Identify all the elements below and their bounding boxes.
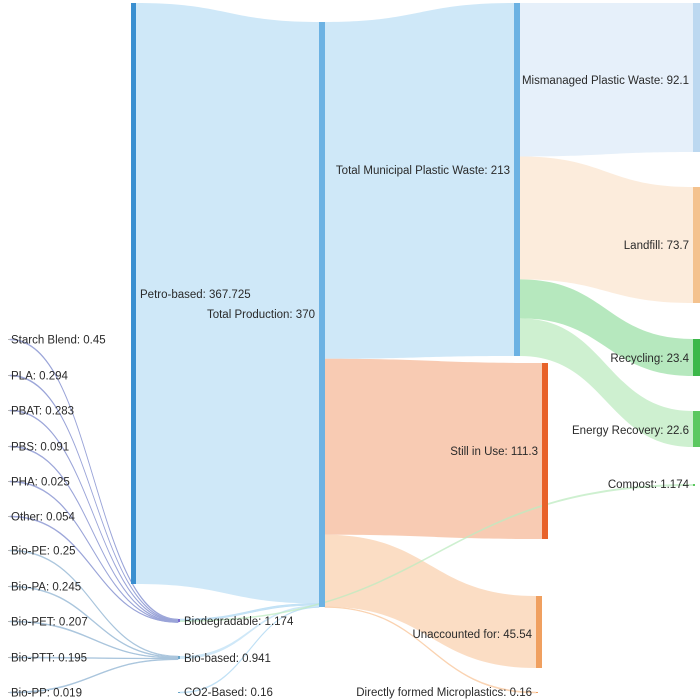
node-bar-biodegradable [178,619,180,622]
node-label-starch_blend: Starch Blend: 0.45 [11,335,106,347]
nodes-layer [8,3,700,693]
node-label-biodegradable: Biodegradable: 1.174 [184,616,294,628]
node-bar-compost [693,484,695,486]
link-total_production-to-still_in_use [325,358,542,539]
node-label-pla: PLA: 0.294 [11,371,69,383]
node-bar-bio_pet [8,621,10,622]
node-label-co2: CO2-Based: 0.16 [184,687,273,699]
node-label-total_production: Total Production: 370 [207,309,315,321]
link-municipal-to-energy_recovery [520,318,693,447]
links-layer [9,3,693,694]
node-bar-petro [131,3,136,584]
node-label-landfill: Landfill: 73.7 [624,240,689,252]
node-bar-biobased [178,656,180,659]
node-label-unaccounted: Unaccounted for: 45.54 [412,629,532,641]
labels-layer: Starch Blend: 0.45 PLA: 0.294 PBAT: 0.283 P… [11,75,690,700]
link-biodegradable-to-compost [180,484,693,622]
node-label-other: Other: 0.054 [11,512,76,524]
node-bar-municipal [514,3,520,356]
node-bar-other [8,516,10,517]
node-label-bio_pet: Bio-PET: 0.207 [11,617,88,629]
link-municipal-to-landfill [520,156,693,303]
node-bar-energy_recovery [693,411,700,447]
node-bar-bio_ptt [8,657,10,658]
link-municipal-to-recycling [520,279,693,376]
link-total_production-to-unaccounted [325,534,536,668]
node-bar-bio_pa [8,586,10,587]
node-bar-pbat [8,410,10,411]
node-label-recycling: Recycling: 23.4 [610,353,689,365]
node-label-compost: Compost: 1.174 [608,479,690,491]
node-label-bio_pp: Bio-PP: 0.019 [11,688,82,700]
node-bar-total_production [319,22,325,607]
link-bio_pp-to-biobased [9,658,179,694]
node-label-biobased: Bio-based: 0.941 [184,653,271,665]
node-bar-pla [8,375,10,376]
node-bar-still_in_use [542,363,548,539]
node-label-petro: Petro-based: 367.725 [140,289,251,301]
node-bar-landfill [693,187,700,303]
link-other-to-biodegradable [9,515,179,623]
node-bar-microplastics [536,692,538,693]
link-municipal-to-mismanaged [520,3,693,157]
node-bar-pha [8,481,10,482]
node-bar-bio_pe [8,550,10,551]
node-bar-bio_pp [8,692,10,693]
node-label-bio_pe: Bio-PE: 0.25 [11,546,76,558]
link-total_production-to-municipal [325,3,514,359]
node-bar-mismanaged [693,3,700,152]
node-label-bio_ptt: Bio-PTT: 0.195 [11,653,87,665]
node-label-bio_pa: Bio-PA: 0.245 [11,582,81,594]
link-biobased-to-total_production [180,605,319,659]
node-bar-pbs [8,446,10,447]
link-co2-to-total_production [179,606,320,694]
node-bar-starch_blend [8,339,10,340]
node-bar-co2 [178,692,180,693]
node-label-energy_recovery: Energy Recovery: 22.6 [572,425,689,437]
node-label-still_in_use: Still in Use: 111.3 [450,446,538,458]
node-bar-unaccounted [536,596,542,668]
node-label-pha: PHA: 0.025 [11,477,70,489]
node-label-microplastics: Directly formed Microplastics: 0.16 [356,687,532,699]
link-petro-to-total_production [136,3,319,604]
node-bar-recycling [693,339,700,376]
node-label-municipal: Total Municipal Plastic Waste: 213 [336,165,510,177]
node-label-pbat: PBAT: 0.283 [11,406,74,418]
node-label-mismanaged: Mismanaged Plastic Waste: 92.1 [522,75,689,87]
node-label-pbs: PBS: 0.091 [11,442,69,454]
